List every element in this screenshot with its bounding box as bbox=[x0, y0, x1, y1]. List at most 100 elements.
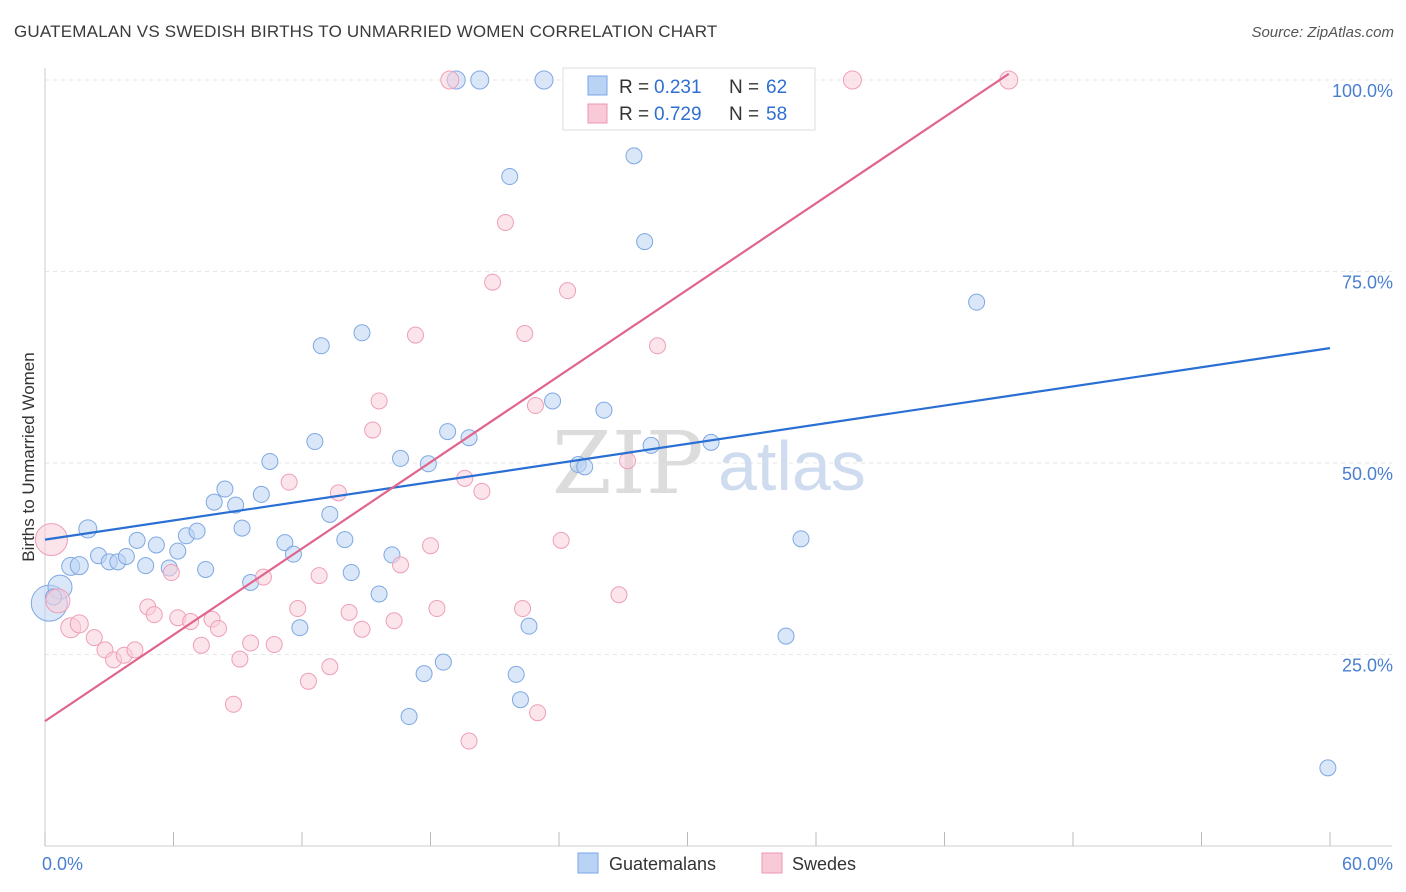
guatemalans-point bbox=[595, 401, 613, 419]
guatemalans-point bbox=[188, 522, 206, 540]
swedes-point bbox=[392, 556, 410, 574]
guatemalans-point bbox=[501, 168, 519, 186]
swedes-point bbox=[460, 732, 478, 750]
guatemalans-point bbox=[312, 337, 330, 355]
swedes-point bbox=[999, 70, 1019, 90]
y-tick-label: 75.0% bbox=[1342, 273, 1393, 293]
y-tick-label: 50.0% bbox=[1342, 464, 1393, 484]
swedes-point bbox=[428, 600, 446, 618]
swedes-point bbox=[224, 695, 242, 713]
swedes-point bbox=[280, 473, 298, 491]
swedes-point bbox=[353, 620, 371, 638]
guatemalans-point bbox=[117, 547, 135, 565]
legend-r-value-1: 0.231 bbox=[654, 77, 702, 98]
source-label: Source: ZipAtlas.com bbox=[1251, 24, 1394, 41]
swedes-point bbox=[45, 588, 71, 614]
swedes-point bbox=[516, 325, 534, 343]
swedes-point bbox=[289, 600, 307, 618]
guatemalans-point bbox=[370, 585, 388, 603]
swedes-point bbox=[209, 619, 227, 637]
swedes-point bbox=[126, 641, 144, 659]
y-tick-label: 25.0% bbox=[1342, 656, 1393, 676]
y-axis-label: Births to Unmarried Women bbox=[19, 352, 38, 561]
swedes-point bbox=[610, 586, 628, 604]
series-legend-swatch-swedes bbox=[761, 852, 783, 874]
guatemalans-point bbox=[511, 691, 529, 709]
swedes-point bbox=[385, 612, 403, 630]
swedes-point bbox=[526, 397, 544, 415]
guatemalans-point bbox=[968, 293, 986, 311]
grid-lines bbox=[45, 79, 1392, 655]
series-legend-swatch-guatemalans bbox=[577, 852, 599, 874]
guatemalans-point bbox=[520, 617, 538, 635]
swedes-point bbox=[329, 484, 347, 502]
swedes-point bbox=[496, 213, 514, 231]
swedes-point bbox=[192, 636, 210, 654]
guatemalans-point bbox=[233, 519, 251, 537]
guatemalans-point bbox=[252, 485, 270, 503]
swedes-point bbox=[340, 603, 358, 621]
swedes-point bbox=[265, 636, 283, 654]
guatemalans-point bbox=[321, 505, 339, 523]
guatemalans-point bbox=[507, 665, 525, 683]
guatemalans-point bbox=[336, 531, 354, 549]
guatemalans-point bbox=[439, 423, 457, 441]
guatemalans-point bbox=[342, 564, 360, 582]
guatemalans-point bbox=[128, 531, 146, 549]
swedes-point bbox=[162, 564, 180, 582]
swedes-point bbox=[529, 704, 547, 722]
series-swedes-points bbox=[34, 70, 1019, 750]
guatemalans-point bbox=[197, 560, 215, 578]
guatemalans-point bbox=[415, 665, 433, 683]
swedes-point bbox=[69, 614, 89, 634]
legend-n-value-2: 58 bbox=[766, 104, 787, 125]
legend-swatch-guatemalans bbox=[587, 75, 608, 96]
x-tick-label: 60.0% bbox=[1342, 854, 1393, 874]
series-legend-label-guatemalans: Guatemalans bbox=[609, 854, 716, 874]
guatemalans-point bbox=[69, 556, 89, 576]
guatemalans-point bbox=[169, 542, 187, 560]
guatemalans-point bbox=[702, 433, 720, 451]
trendline-guatemalans bbox=[44, 347, 1331, 541]
guatemalans-point bbox=[137, 557, 155, 575]
swedes-point bbox=[299, 672, 317, 690]
guatemalans-point bbox=[625, 147, 643, 165]
guatemalans-point bbox=[276, 534, 294, 552]
swedes-point bbox=[422, 537, 439, 555]
swedes-point bbox=[321, 658, 339, 676]
guatemalans-point bbox=[576, 458, 594, 476]
series-legend: Guatemalans Swedes bbox=[577, 852, 856, 874]
swedes-point bbox=[85, 629, 103, 647]
y-tick-labels: 25.0% 50.0% 75.0% 100.0% bbox=[1332, 81, 1393, 676]
swedes-point bbox=[370, 392, 388, 410]
chart-title: GUATEMALAN VS SWEDISH BIRTHS TO UNMARRIE… bbox=[14, 22, 718, 41]
swedes-point bbox=[364, 421, 382, 439]
guatemalans-point bbox=[470, 70, 490, 90]
guatemalans-point bbox=[544, 392, 562, 410]
swedes-point bbox=[552, 531, 570, 549]
guatemalans-point bbox=[261, 452, 279, 470]
y-tick-label: 100.0% bbox=[1332, 81, 1393, 101]
guatemalans-point bbox=[434, 653, 452, 671]
legend-r-label-2: R = bbox=[619, 104, 649, 125]
watermark: ZIP atlas bbox=[552, 414, 866, 514]
watermark-atlas: atlas bbox=[718, 427, 866, 505]
trendline-swedes bbox=[44, 72, 1010, 723]
trend-lines bbox=[44, 72, 1331, 723]
guatemalans-point bbox=[400, 708, 418, 726]
swedes-point bbox=[407, 326, 425, 344]
swedes-point bbox=[473, 482, 491, 500]
swedes-point bbox=[649, 337, 667, 355]
stats-legend: R = 0.231 N = 62 R = 0.729 N = 58 bbox=[562, 67, 816, 131]
legend-r-label-1: R = bbox=[619, 77, 649, 98]
legend-swatch-swedes bbox=[587, 103, 608, 124]
guatemalans-point bbox=[216, 480, 234, 498]
guatemalans-point bbox=[291, 619, 309, 637]
guatemalans-point bbox=[306, 433, 324, 451]
swedes-point bbox=[559, 282, 577, 300]
x-tick-label: 0.0% bbox=[42, 854, 83, 874]
guatemalans-point bbox=[353, 324, 371, 342]
series-legend-label-swedes: Swedes bbox=[792, 854, 856, 874]
guatemalans-point bbox=[1319, 759, 1337, 777]
